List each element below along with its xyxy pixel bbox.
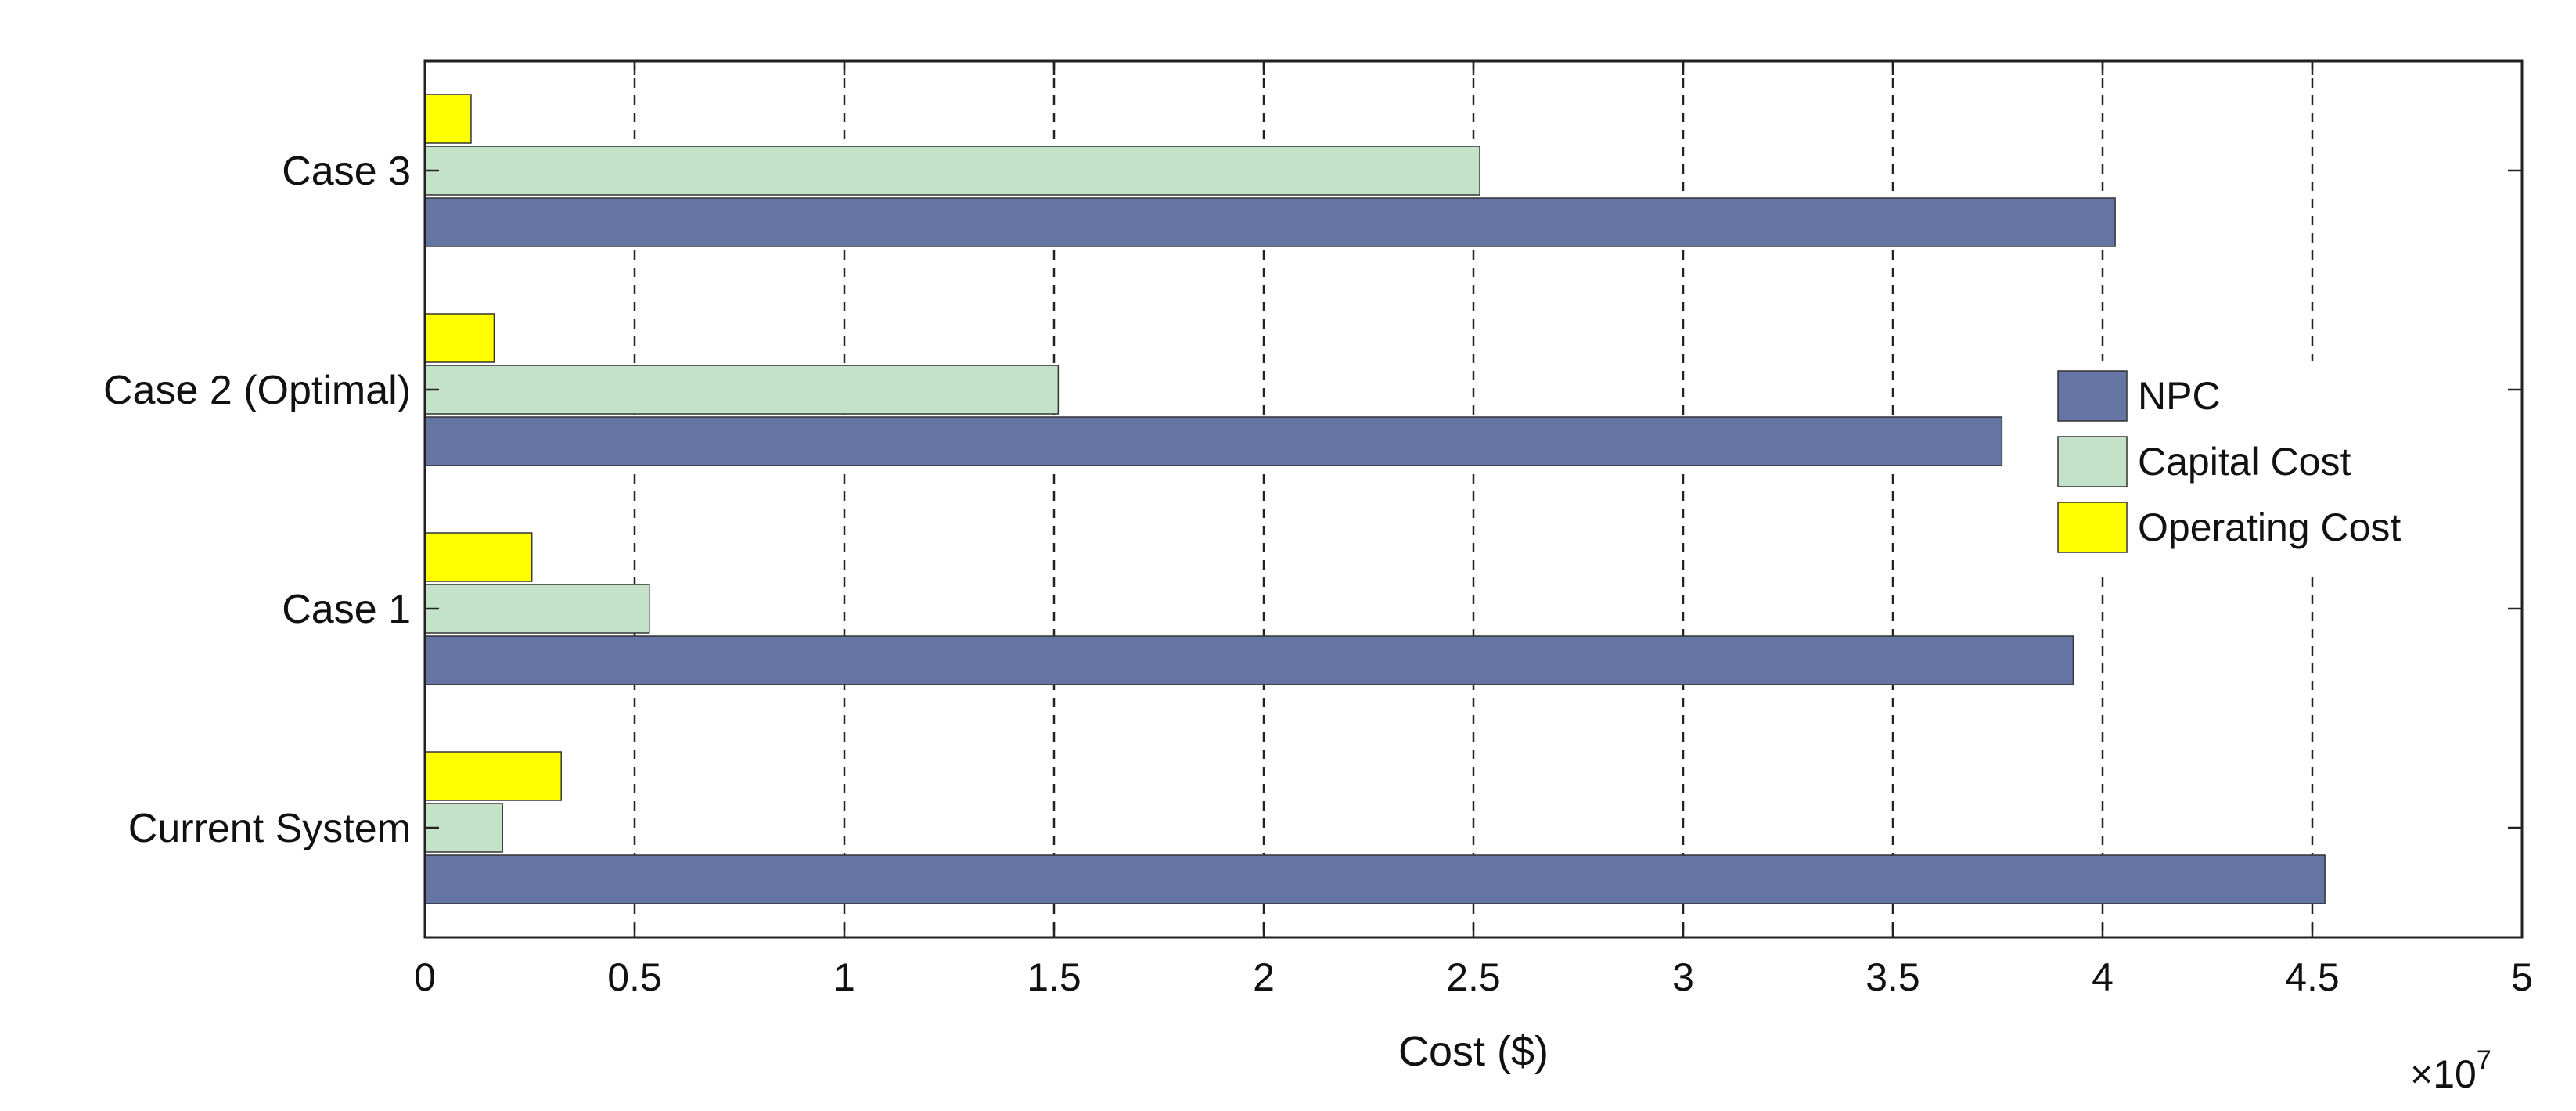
axis-labels: 0 0.5 1 1.5 2 2.5 3 3.5 4 4.5 5 Current System Case … bbox=[103, 149, 2533, 999]
category-label: Case 1 bbox=[282, 587, 411, 632]
x-tick-label: 3.5 bbox=[1865, 955, 1920, 999]
category-label: Current System bbox=[128, 806, 411, 851]
axis-ticks bbox=[423, 61, 2524, 937]
legend-label-capital-cost: Capital Cost bbox=[2138, 440, 2351, 484]
bar-operating-cost bbox=[424, 532, 533, 582]
legend-label-operating-cost: Operating Cost bbox=[2138, 505, 2401, 549]
bar-capital-cost bbox=[424, 365, 1060, 415]
x-tick-label: 3 bbox=[1672, 955, 1694, 999]
x-tick-label: 4 bbox=[2092, 955, 2114, 999]
legend: NPC Capital Cost Operating Cost bbox=[2049, 361, 2455, 574]
x-tick-label: 1 bbox=[833, 955, 855, 999]
bar-npc bbox=[424, 854, 2326, 904]
x-tick-label: 0 bbox=[414, 955, 436, 999]
bar-capital-cost bbox=[424, 146, 1480, 196]
x-tick-label: 5 bbox=[2511, 955, 2533, 999]
legend-swatch-npc bbox=[2057, 370, 2128, 422]
bar-operating-cost bbox=[424, 94, 472, 144]
x-tick-label: 2 bbox=[1253, 955, 1275, 999]
x-tick-label: 2.5 bbox=[1446, 955, 1501, 999]
x-axis-exponent: ×107 bbox=[2410, 1045, 2491, 1096]
bar-capital-cost bbox=[424, 584, 650, 634]
x-tick-label: 0.5 bbox=[607, 955, 662, 999]
bar-npc bbox=[424, 197, 2116, 247]
category-label: Case 3 bbox=[282, 149, 411, 194]
x-tick-label: 1.5 bbox=[1027, 955, 1081, 999]
legend-swatch-capital-cost bbox=[2057, 436, 2128, 487]
bars bbox=[424, 94, 2326, 904]
bar-npc bbox=[424, 416, 2003, 466]
bar-npc bbox=[424, 635, 2074, 685]
bar-operating-cost bbox=[424, 313, 495, 363]
legend-swatch-operating-cost bbox=[2057, 502, 2128, 553]
legend-label-npc: NPC bbox=[2138, 374, 2221, 418]
x-tick-label: 4.5 bbox=[2285, 955, 2340, 999]
x-axis-exponent-base: ×10 bbox=[2410, 1052, 2477, 1096]
x-axis-title: Cost ($) bbox=[1398, 1028, 1549, 1075]
bar-operating-cost bbox=[424, 751, 562, 801]
x-axis-exponent-power: 7 bbox=[2477, 1045, 2491, 1075]
category-label: Case 2 (Optimal) bbox=[103, 368, 411, 413]
